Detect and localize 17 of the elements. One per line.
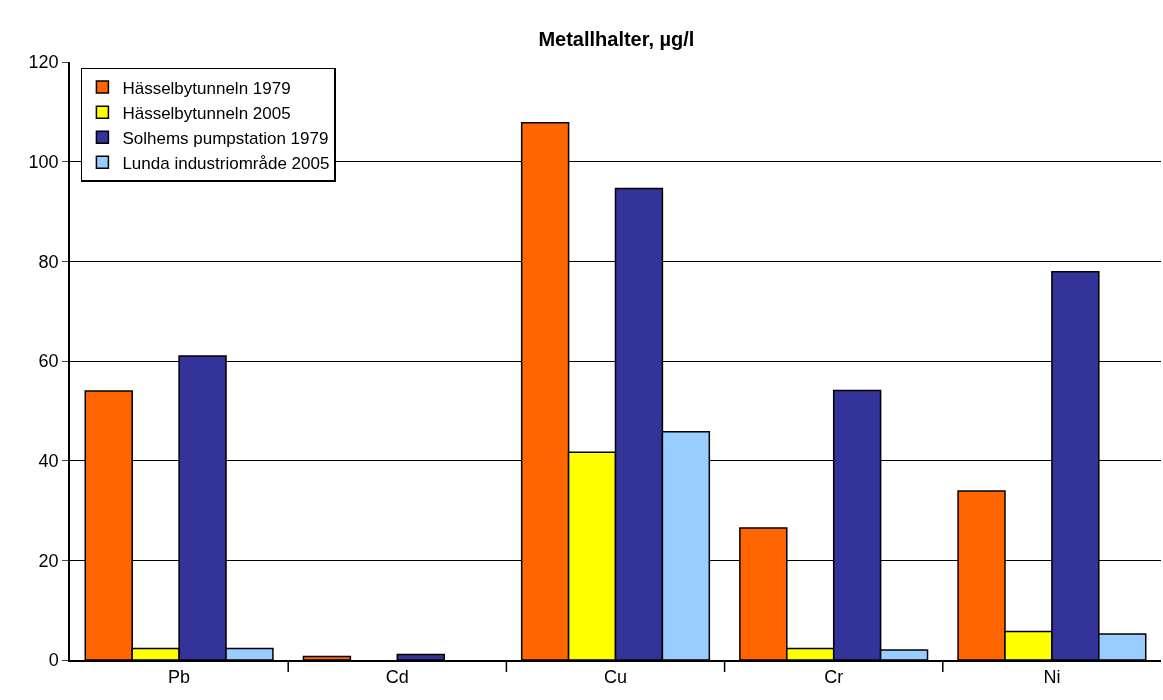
x-tick-label: Pb	[168, 667, 191, 688]
y-tick-label: 20	[38, 550, 59, 571]
y-tick-label: 40	[38, 450, 59, 471]
x-tick-label: Cu	[603, 667, 628, 688]
chart-title: Metallhalter, µg/l	[538, 27, 695, 50]
y-tick-label: 120	[28, 52, 59, 73]
y-tick-label: 60	[38, 351, 59, 372]
x-tick-label: Cd	[385, 667, 409, 688]
legend-label: Solhems pumpstation 1979	[122, 128, 329, 148]
legend-label: Lunda industriområde 2005	[122, 153, 330, 173]
x-tick-label: Ni	[1043, 667, 1061, 688]
legend-label: Hässelbytunneln 2005	[122, 103, 291, 123]
legend-label: Hässelbytunneln 1979	[122, 78, 291, 98]
y-tick-label: 0	[48, 650, 59, 671]
x-tick-label: Cr	[824, 667, 844, 688]
y-tick-label: 100	[28, 151, 59, 172]
y-tick-label: 80	[38, 251, 59, 272]
